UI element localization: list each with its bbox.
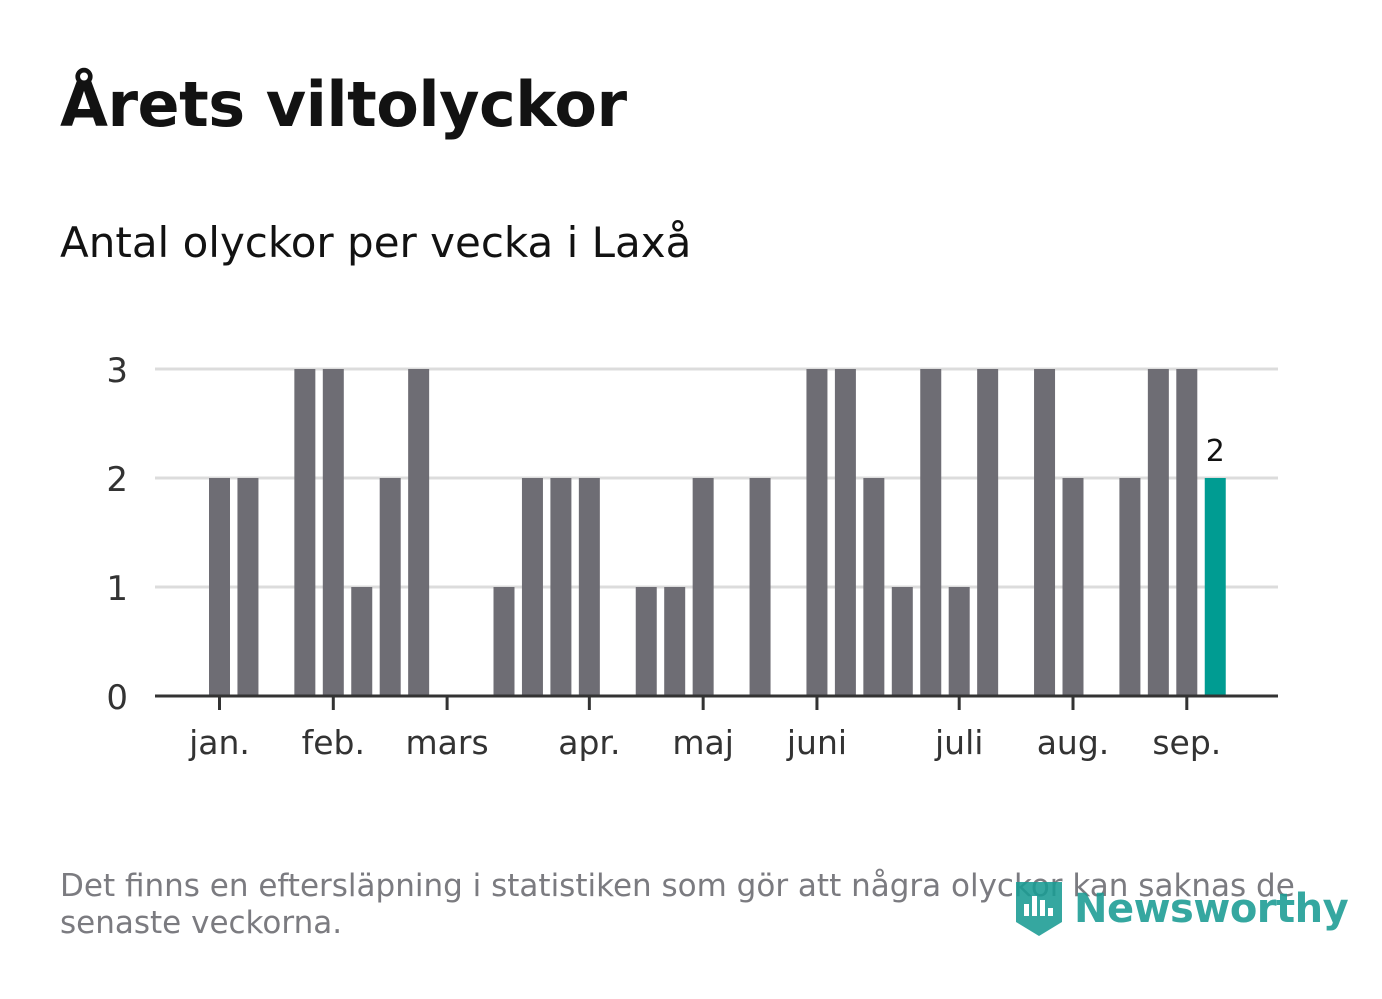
logo-text: Newsworthy bbox=[1074, 886, 1349, 932]
bar bbox=[635, 587, 657, 696]
bar bbox=[806, 369, 828, 696]
bar bbox=[493, 587, 515, 696]
data-label: 2 bbox=[1206, 434, 1225, 469]
bar bbox=[891, 587, 913, 696]
chart-title: Årets viltolyckor bbox=[60, 68, 627, 141]
bar bbox=[1119, 478, 1141, 696]
bar bbox=[322, 369, 344, 696]
bar bbox=[294, 369, 316, 696]
bar bbox=[209, 478, 230, 696]
bar bbox=[351, 587, 373, 696]
x-tick-label: juli bbox=[934, 723, 983, 762]
x-tick-label: mars bbox=[406, 723, 489, 762]
bar bbox=[863, 478, 885, 696]
bar bbox=[578, 478, 600, 696]
x-tick-label: aug. bbox=[1037, 723, 1110, 762]
y-tick-label: 1 bbox=[106, 569, 128, 609]
bar bbox=[977, 369, 999, 696]
newsworthy-logo[interactable]: Newsworthy bbox=[1012, 878, 1349, 940]
x-tick-label: jan. bbox=[188, 723, 250, 762]
bar bbox=[920, 369, 942, 696]
bar bbox=[379, 478, 401, 696]
bar bbox=[1147, 369, 1169, 696]
bar bbox=[664, 587, 686, 696]
bar bbox=[1062, 478, 1084, 696]
bar bbox=[237, 478, 259, 696]
x-tick-label: maj bbox=[672, 723, 734, 762]
x-tick-label: sep. bbox=[1152, 723, 1221, 762]
bar bbox=[834, 369, 856, 696]
bar bbox=[1176, 369, 1198, 696]
x-tick-label: feb. bbox=[302, 723, 365, 762]
newsworthy-logo-icon bbox=[1016, 882, 1062, 936]
bar bbox=[749, 478, 771, 696]
bar bbox=[521, 478, 543, 696]
y-tick-label: 3 bbox=[106, 351, 128, 391]
bar bbox=[692, 478, 714, 696]
bar bbox=[550, 478, 572, 696]
bar bbox=[948, 587, 970, 696]
y-tick-label: 2 bbox=[106, 460, 128, 500]
bar bbox=[1034, 369, 1056, 696]
chart-subtitle: Antal olyckor per vecka i Laxå bbox=[60, 218, 692, 267]
x-tick-label: apr. bbox=[558, 723, 620, 762]
y-tick-label: 0 bbox=[106, 678, 128, 718]
footnote: Det finns en eftersläpning i statistiken… bbox=[60, 868, 1295, 941]
bar bbox=[408, 369, 430, 696]
x-tick-label: juni bbox=[786, 723, 847, 762]
bar bbox=[1204, 478, 1226, 696]
